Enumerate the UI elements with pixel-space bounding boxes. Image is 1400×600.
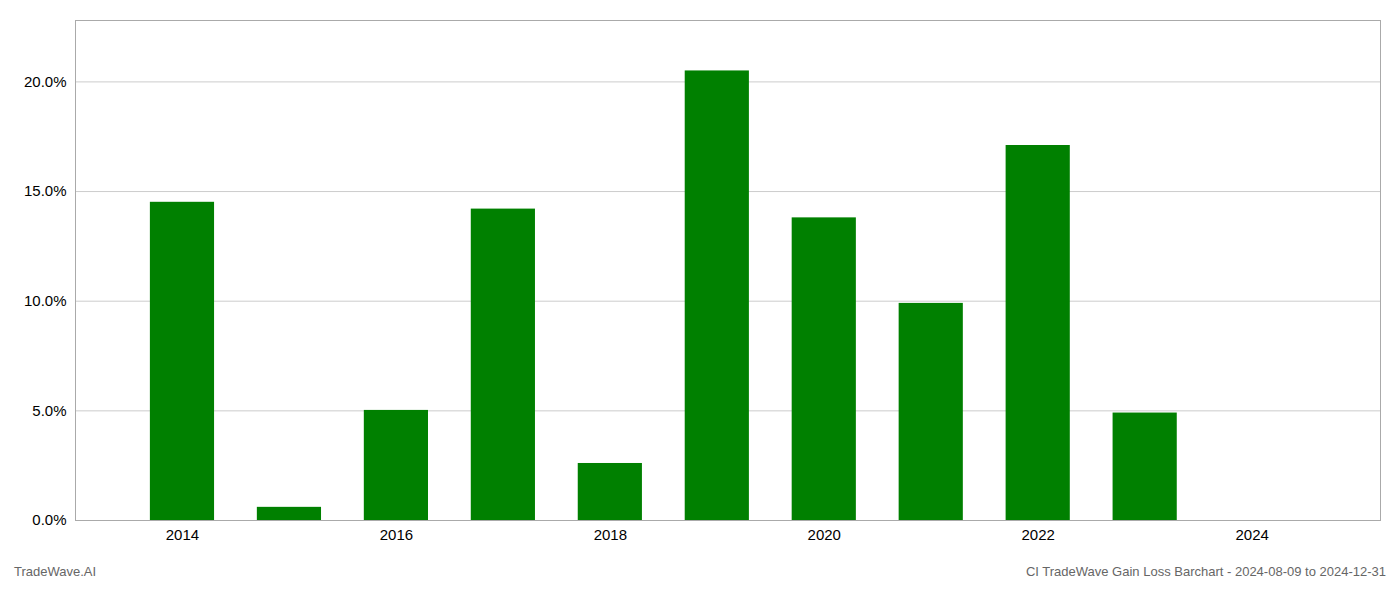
- html-text:TradeWave.AI: TradeWave.AI: [14, 564, 97, 579]
- svg-text:2016: 2016: [380, 526, 413, 543]
- svg-text:2018: 2018: [594, 526, 627, 543]
- svg-text:0.0%: 0.0%: [32, 511, 66, 528]
- svg-text:20.0%: 20.0%: [24, 73, 67, 90]
- svg-text:5.0%: 5.0%: [32, 402, 66, 419]
- html-text:CI TradeWave Gain Loss Barchar: CI TradeWave Gain Loss Barchart - 2024-0…: [1025, 564, 1386, 579]
- svg-text:2024: 2024: [1235, 526, 1268, 543]
- svg-text:2022: 2022: [1022, 526, 1055, 543]
- svg-text:15.0%: 15.0%: [24, 182, 67, 199]
- svg-text:10.0%: 10.0%: [24, 292, 67, 309]
- svg-text:2020: 2020: [808, 526, 841, 543]
- svg-text:2014: 2014: [166, 526, 199, 543]
